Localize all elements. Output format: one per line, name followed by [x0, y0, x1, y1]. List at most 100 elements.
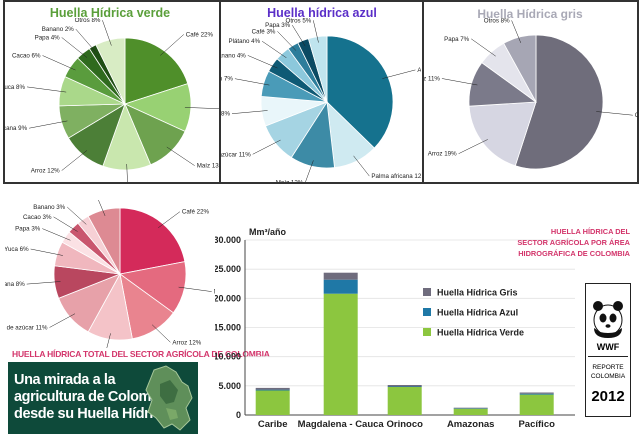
report-banner: Una mirada a la agricultura de Colombia … [8, 362, 198, 434]
y-axis-label: Mm³/año [249, 227, 287, 237]
bar-segment [323, 272, 358, 280]
pie-slice-label: Arroz 12% [172, 339, 201, 346]
pie-slice [307, 35, 328, 103]
pie-leader-line [42, 55, 76, 71]
y-tick-label: 15.000 [215, 323, 241, 333]
legend-label: Huella Hídrica Verde [437, 328, 524, 338]
pie-leader-line [231, 110, 268, 114]
bar-segment [387, 386, 422, 387]
pie-leader-line [353, 155, 370, 177]
pie-slice-label: Banano 4% [221, 52, 246, 59]
y-tick-label: 30.000 [215, 235, 241, 245]
pie-slice-label: Caña de azúcar 11% [5, 325, 48, 332]
pie-slice-label: Cacao 3% [23, 214, 52, 221]
pie-slice-label: Café 22% [182, 209, 210, 216]
x-tick-label: Magdalena - Cauca [298, 419, 385, 430]
bar-segment [255, 390, 290, 415]
pie-slice-label: Palma africana 9% [5, 125, 28, 132]
pie-chart-total: Café 22%Maíz 13%Arroz 12%Plátano 11%Caña… [5, 200, 215, 348]
pie-leader-line [247, 55, 278, 69]
pie-slice-label: Algodón 7% [221, 76, 233, 83]
y-tick-label: 20.000 [215, 293, 241, 303]
bar-segment [453, 407, 488, 409]
pie-leader-line [75, 28, 96, 52]
legend-swatch [423, 328, 431, 336]
pie-leader-line [166, 146, 195, 166]
pie-leader-line [252, 139, 281, 155]
bar-segment [519, 394, 554, 415]
pie-slice-label: Arroz 41% [417, 67, 421, 74]
pie-slice-label: Maíz 13% [214, 289, 215, 296]
pie-leader-line [61, 150, 88, 171]
pie-slice-label: Maíz 12% [276, 179, 304, 182]
pie-slice [87, 207, 121, 275]
pie-leader-line [382, 69, 416, 79]
pie-leader-line [313, 20, 319, 43]
pie-leader-line [53, 216, 78, 232]
pie-leader-line [151, 324, 171, 343]
pie-leader-line [29, 120, 68, 129]
pie-slice-label: Arroz 19% [428, 151, 457, 158]
pie-slice-label: Maíz 13% [197, 163, 219, 170]
pie-slice [119, 207, 186, 275]
banner-text: Una mirada a la agricultura de Colombia … [14, 372, 171, 423]
pie-leader-line [158, 211, 181, 229]
pie-slice-label: Palma africana 8% [5, 281, 25, 288]
wwf-country-line: COLOMBIA [590, 373, 626, 380]
top-pies-frame [3, 0, 639, 184]
y-tick-label: 5.000 [218, 381, 241, 391]
pie-slice-label: Otros 8% [75, 18, 101, 24]
bar-title-line-3: HIDROGRÁFICA DE COLOMBIA [518, 249, 630, 258]
x-tick-label: Pacífico [518, 419, 555, 430]
pie-slice-label: Yuca 6% [5, 246, 29, 253]
bar-segment [387, 385, 422, 387]
y-tick-label: 10.000 [215, 352, 241, 362]
pie-leader-line [291, 24, 306, 47]
bar-segment [323, 279, 358, 294]
pie-slice [468, 101, 537, 167]
pie-slice [95, 37, 126, 105]
banner-line-2: agricultura de Colombia [14, 389, 171, 405]
pie-slice-label: Palma africana 12% [371, 173, 421, 180]
pie-slice-label: Café 22% [186, 31, 214, 38]
total-pie-title: HUELLA HÍDRICA TOTAL DEL SECTOR AGRÍCOLA… [12, 349, 270, 359]
bar-segment [323, 293, 358, 415]
wwf-logo-block: WWF REPORTE COLOMBIA 2012 [585, 283, 631, 417]
pie-slice [514, 34, 604, 170]
bar-title-line-2: SECTOR AGRÍCOLA POR ÁREA [517, 238, 630, 247]
pie-leader-line [98, 200, 106, 216]
x-tick-label: Amazonas [447, 419, 495, 430]
bar-segment [387, 387, 422, 415]
legend-swatch [423, 288, 431, 296]
legend-swatch [423, 308, 431, 316]
bar-title-line-1: HUELLA HÍDRICA DEL [550, 227, 630, 236]
pie-slice-label: Banano 3% [33, 204, 65, 211]
pie-slice-label: Plátano 4% [228, 38, 260, 45]
pie-slice-label: Yuca 8% [5, 84, 25, 91]
y-tick-label: 0 [236, 410, 241, 420]
pie-slice-label: Papa 3% [15, 226, 41, 233]
pie-slice-label: Arroz 12% [31, 168, 60, 175]
pie-leader-line [102, 20, 112, 46]
pie-leader-line [26, 86, 67, 93]
pie-slice-label: Papa 3% [265, 22, 291, 29]
bar-segment [519, 392, 554, 394]
pie-leader-line [30, 248, 63, 256]
pie-slice-label: Papa 4% [35, 34, 61, 41]
y-tick-label: 25.000 [215, 264, 241, 274]
pie-title-verde: Huella Hídrica verde [49, 6, 171, 20]
bar-segment [453, 408, 488, 415]
bar-segment [519, 393, 554, 395]
pie-leader-line [106, 333, 111, 348]
x-tick-label: Orinoco [386, 419, 423, 430]
pie-leader-line [511, 20, 522, 43]
pie-leader-line [458, 139, 488, 154]
pie-leader-line [471, 38, 496, 57]
pie-slice-label: Banano 2% [42, 26, 74, 33]
pie-slice [326, 35, 394, 149]
pie-title-gris: Huella Hídrica gris [477, 7, 583, 21]
pie-leader-line [67, 206, 87, 225]
wwf-report-line: REPORTE [592, 364, 624, 371]
pie-slice-label: Otros 5% [286, 18, 312, 24]
bar-segment [255, 389, 290, 391]
